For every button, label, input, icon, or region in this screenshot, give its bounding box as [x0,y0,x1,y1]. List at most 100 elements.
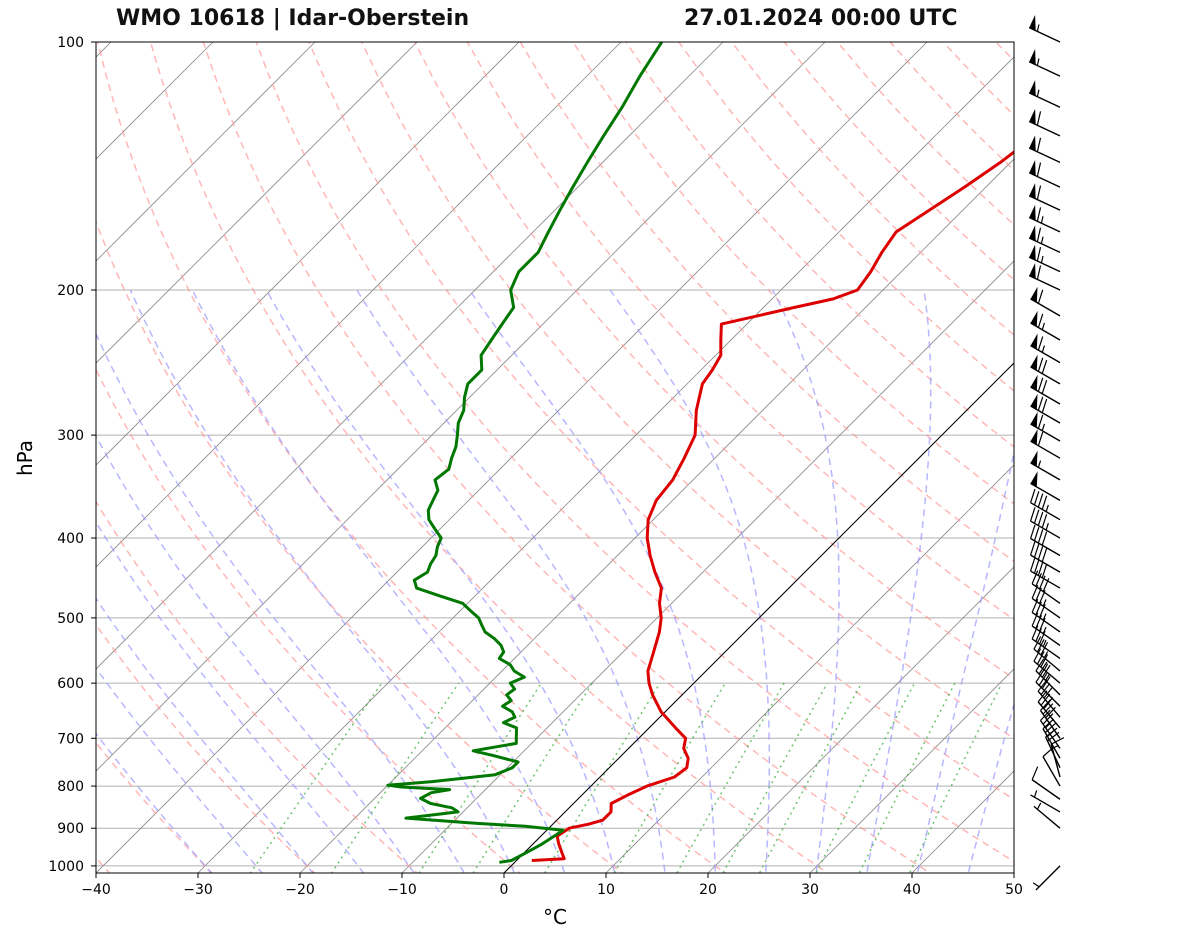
dry-adiabat [519,42,1014,563]
barb-full [1041,664,1051,678]
barb-flag [1029,49,1036,65]
barb-half [1036,802,1042,810]
wind-barb [1029,541,1061,573]
barb-full [1029,507,1036,522]
moist-adiabat [96,332,466,873]
barb-full [1041,398,1048,413]
barb-full [1037,493,1044,508]
barb-full [1029,557,1036,572]
barb-half [1040,236,1044,244]
isotherm-line [96,42,418,364]
barb-full [1036,162,1042,177]
barb-full [1042,746,1055,758]
barb-full [1036,227,1042,242]
barb-flag [1029,14,1036,31]
moist-adiabat [771,289,840,873]
barb-flag [1030,393,1038,410]
barb-full [1031,766,1039,780]
dewpoint-line [386,42,664,864]
barb-flag [1030,411,1038,428]
barb-full [1038,673,1048,686]
barb-full [1029,541,1036,556]
x-axis-label: °C [543,905,567,929]
dry-adiabat [96,500,419,873]
barb-full [1037,511,1044,526]
x-tick-label: −30 [183,882,213,898]
barb-full [1038,617,1046,632]
barb-staff [1030,462,1061,481]
barb-staff [1031,638,1061,660]
y-axis-label: hPa [13,440,37,476]
mixing-ratio-line [815,682,916,873]
wind-barb [1030,286,1061,317]
barb-full [1035,658,1045,672]
barb-flag [1030,450,1038,467]
barb-full [1036,639,1045,653]
moist-adiabat [96,597,314,873]
wind-barb [1028,183,1061,211]
dry-adiabat [1049,42,1181,883]
mixing-ratio-lines [249,682,1003,873]
barb-staff [1030,570,1061,589]
barb-full [1036,207,1042,222]
barb-full [1037,396,1044,411]
isotherm-line [197,56,1014,873]
barb-flag [1029,244,1036,261]
mixing-ratio-line [613,682,726,873]
plot-frame [95,41,1015,874]
zero-isotherm [503,362,1014,873]
barb-half [1037,460,1042,468]
barb-full [1035,628,1042,642]
barb-full [1031,584,1039,599]
barb-full [1042,713,1054,725]
moist-adiabat [96,520,365,873]
barb-full [1045,727,1058,738]
wind-barb [1035,669,1061,707]
dry-adiabat [572,42,1014,505]
barb-full [1031,570,1039,585]
y-tick-label: 300 [57,428,84,444]
y-tick-label: 700 [57,731,84,747]
barb-half [1042,599,1047,607]
barb-full [1038,590,1046,604]
x-tick-label: 20 [699,882,717,898]
dry-adiabat [1102,42,1181,883]
mixing-ratio-line [249,682,383,873]
isotherm-line [96,42,316,262]
mixing-ratio-line [676,682,785,873]
barb-staff [1030,794,1061,813]
wind-barb [1028,135,1061,164]
barb-full [1037,357,1044,372]
barb-full [1037,414,1044,429]
y-tick-label: 200 [57,283,84,299]
barb-full [1037,313,1044,328]
barb-full [1042,703,1054,715]
x-tick-label: −20 [285,882,315,898]
barb-full [1038,661,1048,675]
moist-adiabat [609,289,771,873]
wind-barb [1031,766,1061,800]
y-tick-label: 800 [57,779,84,795]
barb-full [1033,543,1040,558]
barb-full [1036,185,1042,200]
barb-full [1038,630,1046,645]
barb-full [1042,578,1050,592]
mixing-ratio-line [330,682,460,873]
barb-full [1036,651,1045,665]
barb-flag [1029,225,1036,241]
x-tick-label: 50 [1005,882,1023,898]
wind-barb [1030,450,1061,481]
barb-half [1042,626,1047,634]
barb-full [1041,513,1048,528]
barb-full [1033,636,1042,650]
barb-flag [1029,183,1036,199]
barb-half [1041,423,1046,431]
wind-barb [1033,648,1061,684]
zero-isotherm-line [503,362,1014,873]
wind-barb [1030,429,1061,459]
barb-full [1035,669,1045,683]
isotherm-line [96,42,724,670]
barb-full [1029,488,1036,503]
moist-adiabat [356,289,666,873]
barb-flag [1030,310,1038,327]
